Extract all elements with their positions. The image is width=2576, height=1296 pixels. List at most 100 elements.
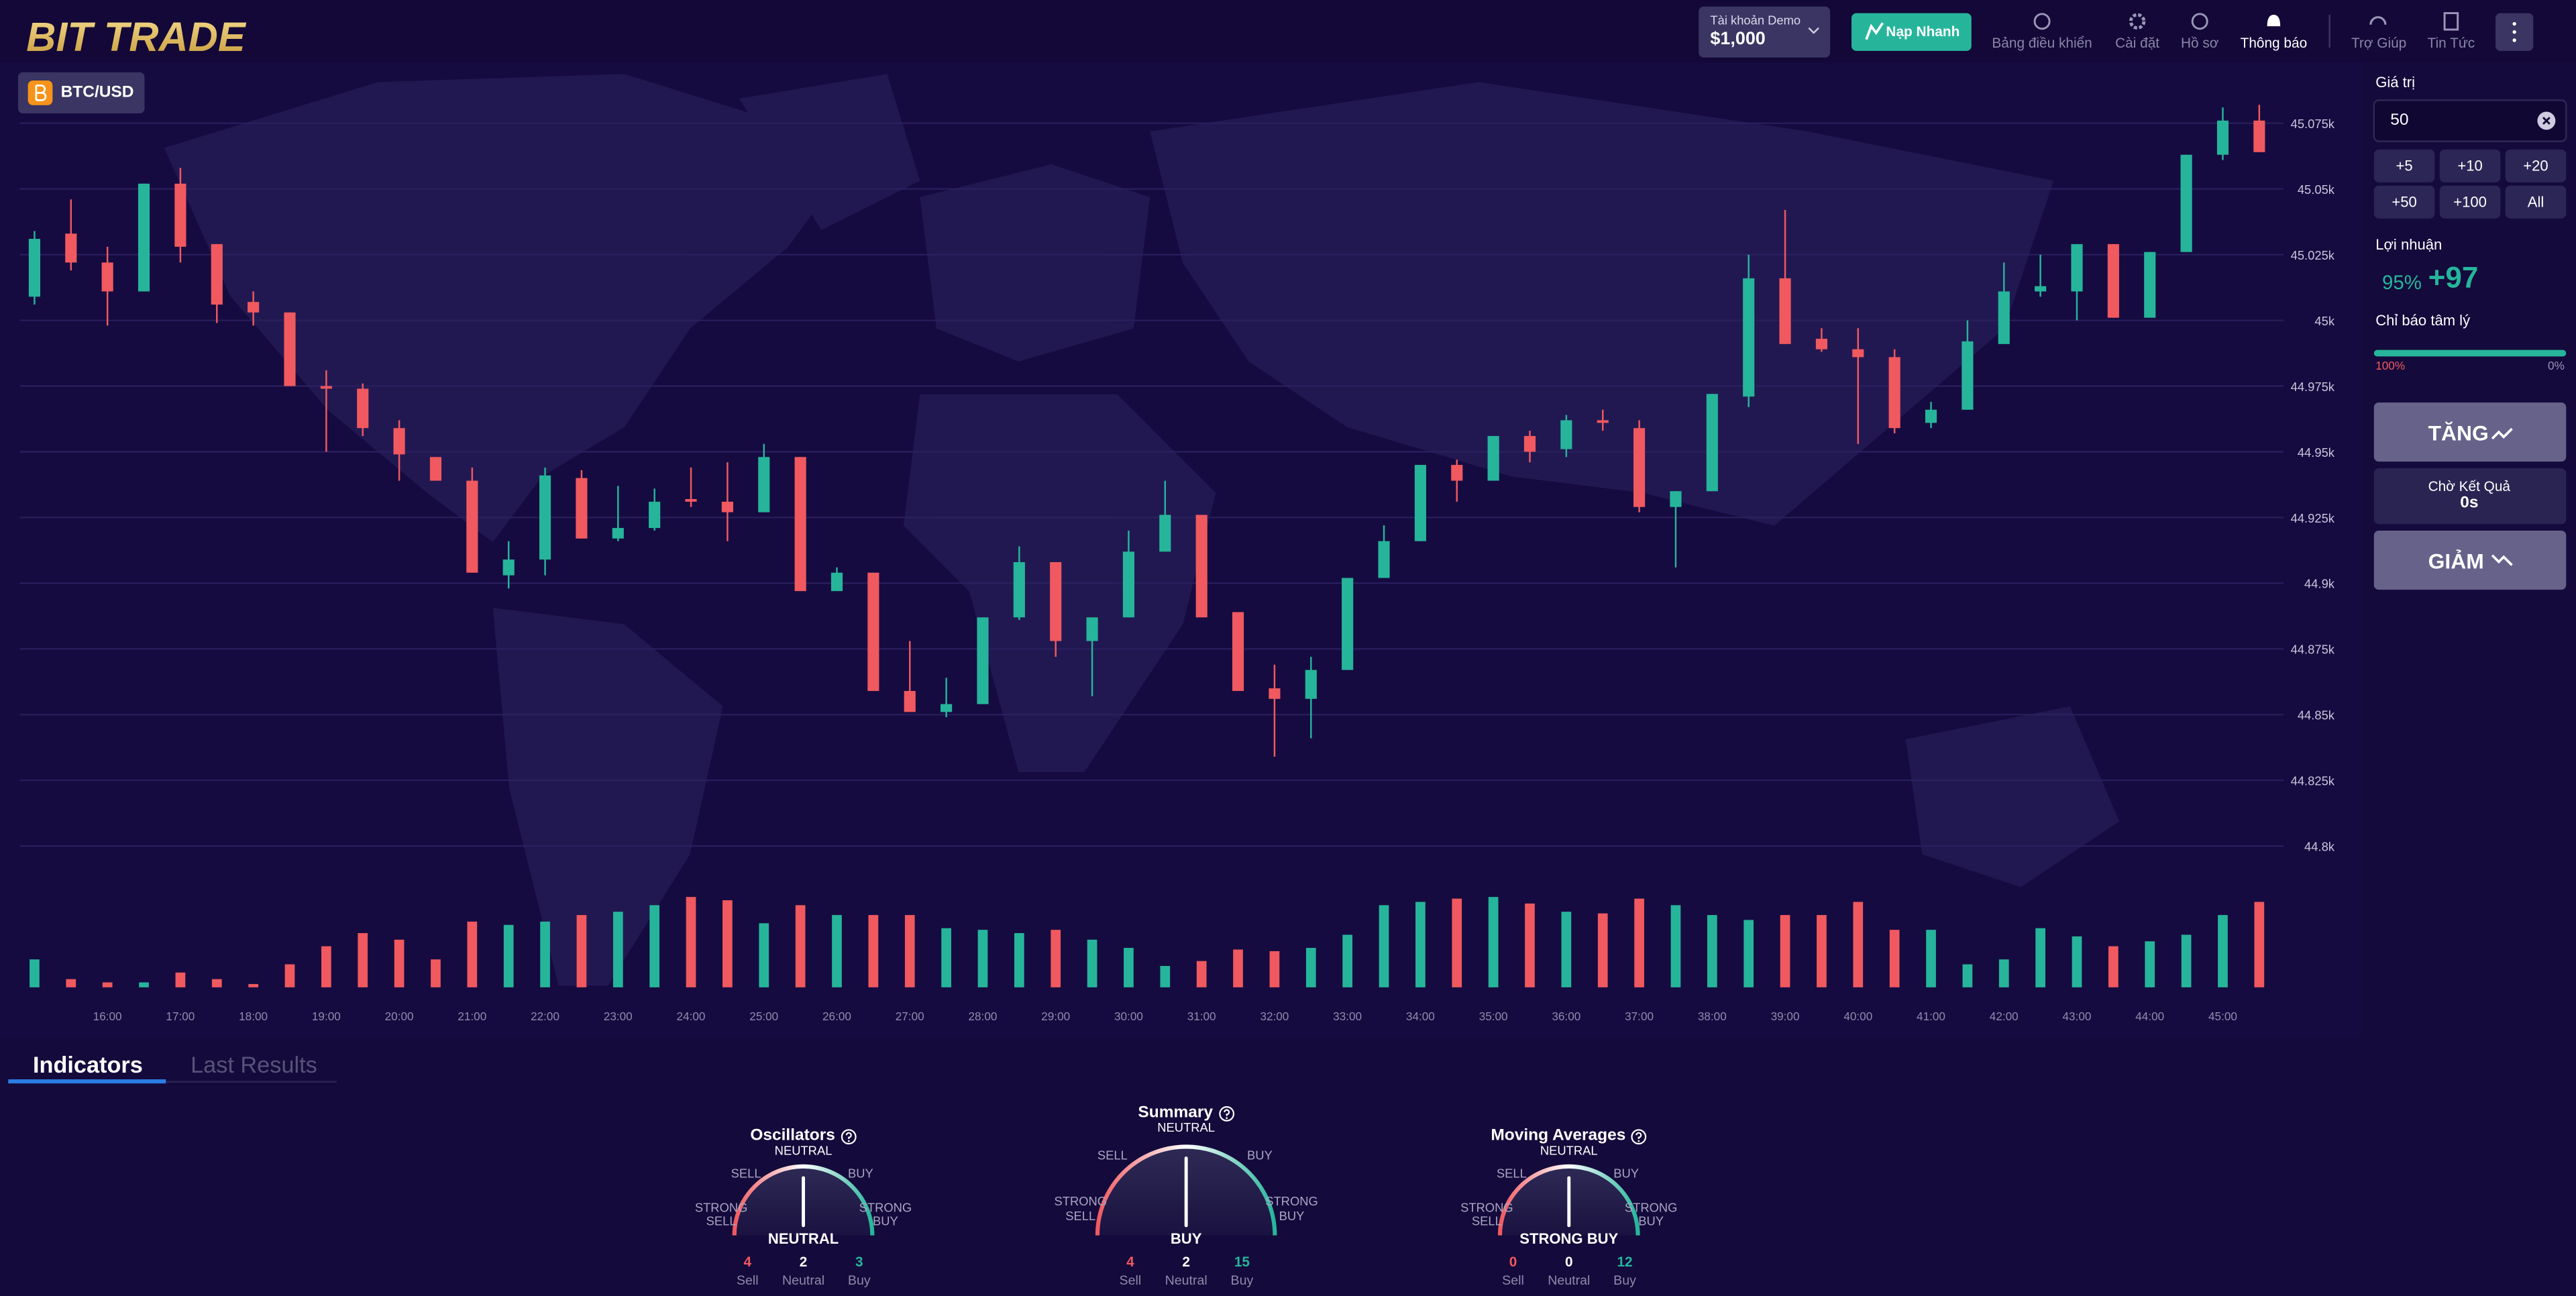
scale-neutral: NEUTRAL (1157, 1120, 1216, 1135)
help-glyph (1223, 1108, 1230, 1116)
scale-buy: BUY (1613, 1166, 1640, 1181)
gauge-count-label: Buy (847, 1273, 871, 1289)
candle-body (1487, 435, 1499, 481)
candle-body (612, 528, 624, 539)
amount-value[interactable]: 50 (2390, 111, 2409, 130)
deposit-button[interactable] (1851, 13, 1972, 51)
scale-sell: SELL (731, 1166, 761, 1181)
gauge-title: Oscillators (750, 1127, 835, 1145)
gauge-verdict: BUY (1170, 1230, 1202, 1247)
x-tick-label: 22:00 (531, 1012, 560, 1024)
nav-item[interactable]: Bảng điều khiển (1992, 34, 2092, 51)
candle-body (1232, 612, 1244, 692)
increment-label[interactable]: +20 (2523, 158, 2548, 174)
gauge-count: 3 (855, 1253, 863, 1271)
increment-button[interactable] (2505, 185, 2567, 219)
help-icon (2369, 16, 2387, 25)
scale-strong-sell: STRONG SELL (1460, 1200, 1513, 1229)
volume-bar (941, 928, 951, 987)
increment-button[interactable] (2373, 149, 2435, 182)
x-tick-label: 31:00 (1187, 1012, 1216, 1024)
candle-body (1269, 688, 1281, 699)
sentiment-left: 100% (2375, 361, 2406, 373)
gauge-verdict: NEUTRAL (767, 1230, 839, 1247)
candle-body (977, 617, 989, 704)
help-icon[interactable] (840, 1128, 856, 1144)
candle-body (2107, 244, 2119, 318)
volume-bar (139, 982, 149, 987)
candle-body (649, 501, 661, 529)
candle-body (2071, 244, 2083, 292)
candle-body (2035, 286, 2047, 292)
y-tick-label: 44.85k (2297, 707, 2335, 722)
scale-strong-sell: STRONG SELL (694, 1200, 748, 1229)
x-tick-label: 40:00 (1843, 1012, 1873, 1024)
gauge-count-label: Neutral (1548, 1273, 1591, 1289)
candle-body (357, 388, 369, 429)
up-button[interactable] (2373, 402, 2567, 462)
increment-label[interactable]: +5 (2396, 158, 2413, 174)
profit-value: +97 (2428, 261, 2479, 294)
x-tick-label: 27:00 (895, 1012, 924, 1024)
increment-label[interactable]: +100 (2453, 193, 2487, 211)
tab[interactable]: Last Results (191, 1051, 317, 1078)
gauge-count-label: Neutral (782, 1273, 825, 1289)
volume-bar (1525, 903, 1535, 987)
increment-label[interactable]: All (2527, 193, 2544, 211)
y-tick-label: 44.95k (2297, 444, 2335, 460)
volume-bar (1160, 966, 1171, 987)
map-land (739, 74, 920, 230)
increment-label[interactable]: +50 (2392, 193, 2417, 211)
volume-bar (66, 979, 76, 987)
scale-neutral: NEUTRAL (774, 1143, 833, 1158)
candle-body (1779, 278, 1791, 344)
candle-body (1743, 278, 1755, 397)
nav-item[interactable]: Tin Tức (2427, 34, 2475, 51)
gauge-count-label: Sell (1119, 1273, 1142, 1289)
sentiment-label: Chỉ báo tâm lý (2375, 312, 2471, 329)
amount-input[interactable] (2373, 99, 2567, 142)
increment-button[interactable] (2373, 185, 2435, 219)
account-box[interactable] (1699, 6, 1831, 58)
volume-bar (1488, 897, 1499, 987)
gauge-rim (1095, 1144, 1277, 1236)
volume-bar (1269, 951, 1280, 987)
nav-item[interactable]: Trợ Giúp (2351, 34, 2407, 51)
increment-button[interactable] (2439, 149, 2501, 182)
volume-bar (1087, 939, 1097, 987)
y-tick-label: 44.9k (2304, 576, 2335, 591)
volume-bar (1670, 905, 1681, 987)
increment-button[interactable] (2439, 185, 2501, 219)
candle-body (1560, 420, 1572, 449)
increment-label[interactable]: +10 (2457, 158, 2483, 174)
candle-body (758, 457, 770, 512)
deposit-label[interactable]: Nạp Nhanh (1886, 23, 1960, 40)
x-tick-label: 42:00 (1989, 1012, 2019, 1024)
x-tick-label: 44:00 (2135, 1012, 2165, 1024)
candle-body (320, 386, 332, 389)
down-button[interactable] (2373, 531, 2567, 590)
sentiment-right: 0% (2548, 361, 2565, 373)
volume-bar (175, 972, 186, 987)
volume-bar (211, 979, 222, 987)
gauge-rim (1497, 1164, 1640, 1236)
nav-item[interactable]: Cài đặt (2115, 34, 2160, 51)
sentiment-bar (2373, 349, 2567, 357)
up-label[interactable]: TĂNG (2428, 420, 2489, 445)
increment-button[interactable] (2505, 149, 2567, 182)
help-icon[interactable] (1218, 1105, 1234, 1121)
x-tick-label: 41:00 (1917, 1012, 1945, 1024)
volume-bar (1124, 948, 1134, 987)
volume-bar (1889, 930, 1900, 987)
x-tick-label: 34:00 (1405, 1012, 1435, 1024)
nav-item[interactable]: Hồ sơ (2180, 34, 2219, 51)
volume-bar (1305, 948, 1316, 987)
profit-label: Lợi nhuận (2375, 236, 2443, 254)
help-icon[interactable] (1631, 1128, 1647, 1144)
tab-active[interactable]: Indicators (32, 1051, 143, 1078)
down-label[interactable]: GIẢM (2428, 548, 2484, 574)
nav-item[interactable]: Thông báo (2240, 34, 2308, 51)
x-tick-label: 32:00 (1260, 1012, 1289, 1024)
volume-bar (2108, 946, 2118, 987)
